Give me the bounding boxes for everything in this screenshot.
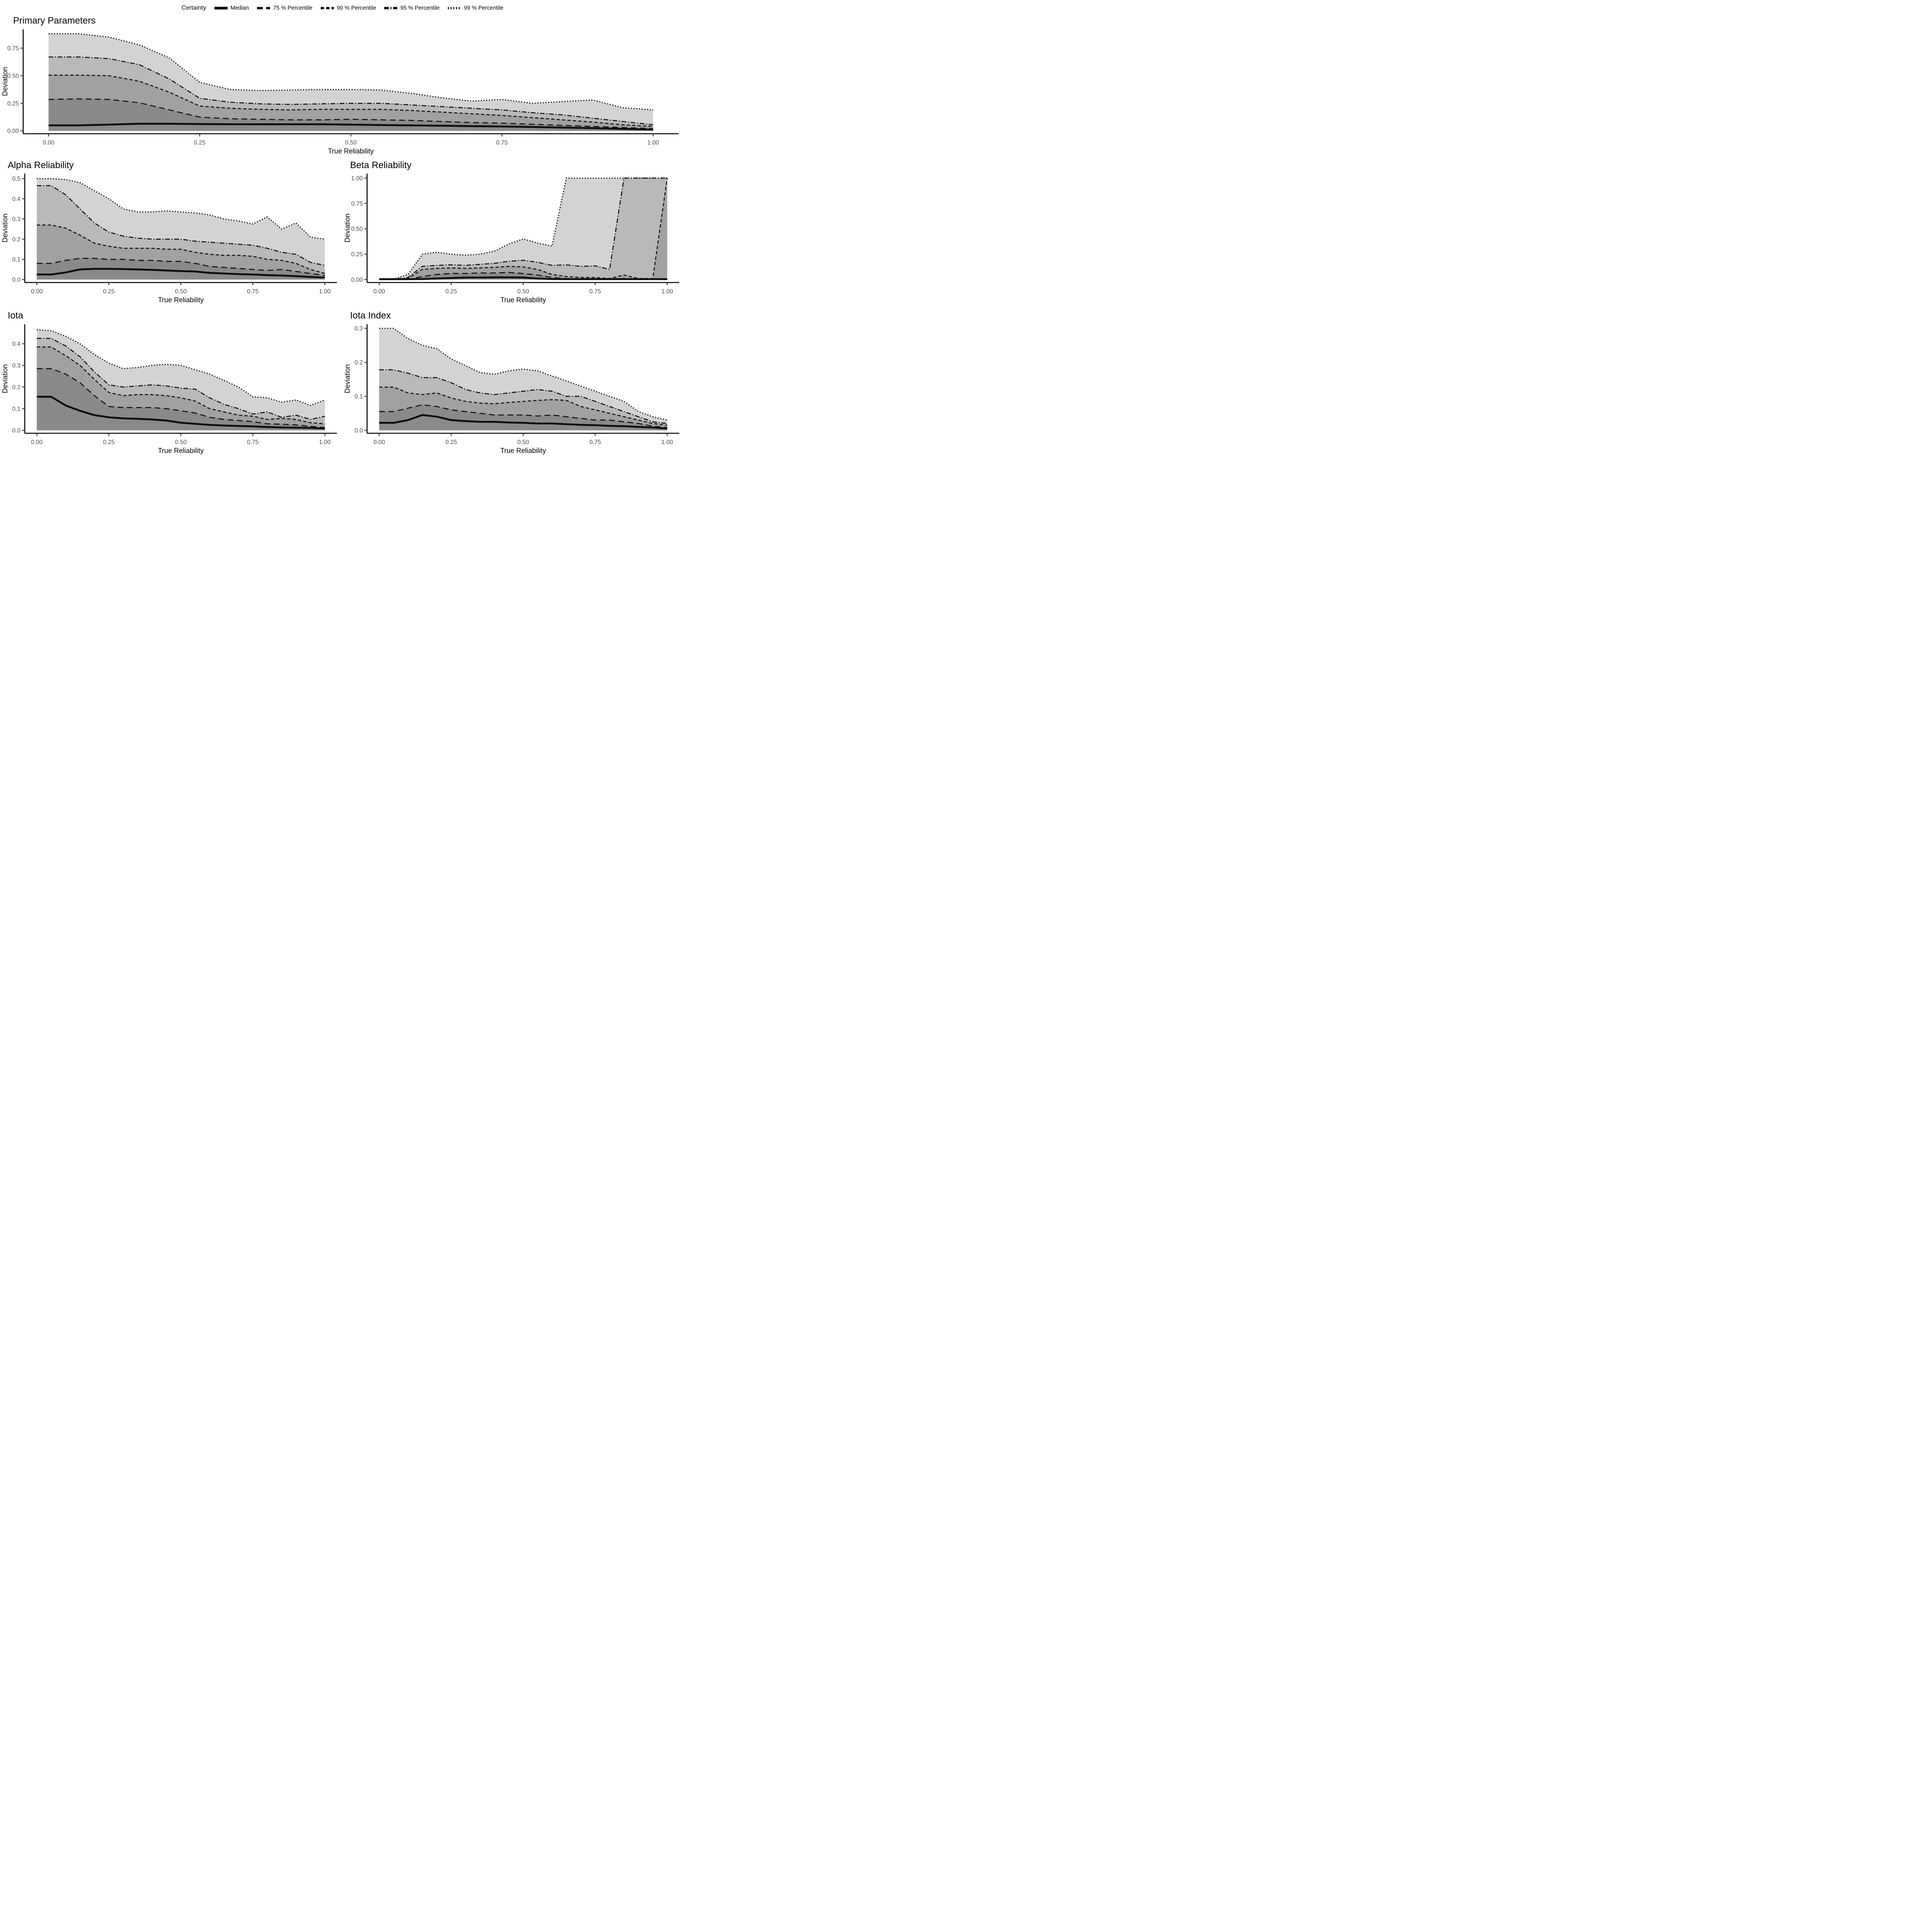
- svg-text:0.25: 0.25: [7, 100, 19, 107]
- svg-text:0.75: 0.75: [7, 45, 19, 52]
- svg-text:0.4: 0.4: [12, 341, 20, 347]
- svg-text:1.00: 1.00: [319, 439, 331, 446]
- iota-plot: 0.0 0.1 0.2 0.3 0.4 0.00 0.25 0.50 0.75 1.00 True …: [2, 324, 337, 455]
- svg-text:Deviation: Deviation: [2, 214, 9, 243]
- p90-line-key-icon: [320, 5, 334, 11]
- panel-title-beta-reliability: Beta Reliability: [350, 160, 412, 170]
- svg-text:0.50: 0.50: [517, 288, 529, 295]
- svg-text:0.4: 0.4: [12, 196, 20, 203]
- svg-text:0.1: 0.1: [354, 393, 363, 400]
- p99-line-key-icon: [447, 5, 461, 11]
- panel-primary-parameters: Primary Parameters 0.00 0.25 0.50 0.75 0.00 0…: [2, 15, 683, 156]
- svg-text:0.5: 0.5: [12, 176, 20, 182]
- svg-text:0.75: 0.75: [589, 439, 601, 446]
- svg-text:Deviation: Deviation: [2, 67, 9, 96]
- svg-text:1.00: 1.00: [662, 439, 673, 446]
- svg-text:0.75: 0.75: [247, 288, 259, 295]
- svg-text:0.00: 0.00: [31, 439, 43, 446]
- svg-text:0.50: 0.50: [175, 439, 187, 446]
- svg-text:Deviation: Deviation: [2, 364, 9, 393]
- legend-item-label: 75 % Percentile: [273, 5, 313, 11]
- svg-text:1.00: 1.00: [647, 140, 659, 146]
- panel-iota: Iota 0.0 0.1 0.2 0.3 0.4 0.00 0.25 0.50 0.75 1.00…: [2, 306, 341, 457]
- svg-text:0.75: 0.75: [247, 439, 259, 446]
- svg-text:0.0: 0.0: [12, 427, 20, 434]
- svg-text:0.25: 0.25: [446, 288, 457, 295]
- svg-text:0.50: 0.50: [7, 73, 19, 79]
- svg-text:0.50: 0.50: [175, 288, 187, 295]
- legend-item-label: 90 % Percentile: [337, 5, 376, 11]
- svg-text:0.25: 0.25: [103, 288, 115, 295]
- median-line-key-icon: [214, 5, 228, 11]
- svg-text:0.0: 0.0: [354, 427, 363, 434]
- svg-text:0.00: 0.00: [43, 140, 55, 146]
- svg-text:1.00: 1.00: [351, 175, 363, 182]
- svg-text:0.2: 0.2: [12, 384, 20, 391]
- legend-item-median: Median: [214, 5, 249, 11]
- panel-iota-index: Iota Index 0.0 0.1 0.2 0.3 0.00 0.25 0.50 0.75 1…: [344, 306, 683, 457]
- legend-title: Certainty: [181, 5, 206, 11]
- svg-text:1.00: 1.00: [662, 288, 673, 295]
- svg-text:0.00: 0.00: [373, 439, 385, 446]
- legend-item-label: Median: [230, 5, 249, 11]
- legend-item-p95: 95 % Percentile: [384, 5, 440, 11]
- svg-text:True Reliability: True Reliability: [500, 447, 546, 455]
- svg-text:0.00: 0.00: [351, 277, 363, 283]
- p95-line-key-icon: [384, 5, 398, 11]
- panel-beta-reliability: Beta Reliability 0.00 0.25 0.50 0.75 1.00 0.0…: [344, 156, 683, 307]
- svg-text:0.50: 0.50: [517, 439, 529, 446]
- svg-text:0.25: 0.25: [351, 251, 363, 258]
- svg-text:0.3: 0.3: [354, 325, 363, 332]
- beta-reliability-plot: 0.00 0.25 0.50 0.75 1.00 0.00 0.25 0.50 0.75 1.00…: [344, 174, 679, 304]
- svg-text:0.1: 0.1: [12, 406, 20, 412]
- panel-title-primary-parameters: Primary Parameters: [13, 15, 96, 26]
- svg-text:0.25: 0.25: [194, 140, 206, 146]
- svg-text:0.75: 0.75: [351, 201, 363, 207]
- svg-text:0.0: 0.0: [12, 277, 20, 283]
- svg-text:0.25: 0.25: [446, 439, 457, 446]
- svg-text:0.2: 0.2: [12, 237, 20, 243]
- svg-text:0.00: 0.00: [31, 288, 43, 295]
- svg-text:True Reliability: True Reliability: [158, 447, 204, 455]
- svg-text:Deviation: Deviation: [344, 364, 351, 393]
- svg-text:0.3: 0.3: [12, 363, 20, 369]
- svg-text:True Reliability: True Reliability: [500, 296, 546, 304]
- svg-text:0.25: 0.25: [103, 439, 115, 446]
- legend-item-p90: 90 % Percentile: [320, 5, 376, 11]
- panel-title-alpha-reliability: Alpha Reliability: [8, 160, 74, 170]
- svg-text:0.75: 0.75: [589, 288, 601, 295]
- svg-text:0.75: 0.75: [496, 140, 508, 146]
- panel-alpha-reliability: Alpha Reliability 0.0 0.1 0.2 0.3 0.4 0.5 0.00…: [2, 156, 341, 307]
- certainty-legend: Certainty Median 75 % Percentile 90 % Pe…: [2, 5, 683, 12]
- alpha-reliability-plot: 0.0 0.1 0.2 0.3 0.4 0.5 0.00 0.25 0.50 0.75 1.00 Tr…: [2, 174, 337, 304]
- legend-item-label: 99 % Percentile: [464, 5, 503, 11]
- svg-text:1.00: 1.00: [319, 288, 331, 295]
- svg-text:0.50: 0.50: [345, 140, 357, 146]
- svg-text:0.1: 0.1: [12, 257, 20, 263]
- svg-text:0.00: 0.00: [7, 128, 19, 134]
- svg-text:True Reliability: True Reliability: [158, 296, 204, 304]
- legend-item-label: 95 % Percentile: [400, 5, 440, 11]
- iota-index-plot: 0.0 0.1 0.2 0.3 0.00 0.25 0.50 0.75 1.00 True Rel…: [344, 324, 679, 455]
- legend-item-p75: 75 % Percentile: [257, 5, 313, 11]
- p75-line-key-icon: [257, 5, 270, 11]
- svg-text:0.2: 0.2: [354, 359, 363, 366]
- primary-parameters-plot: 0.00 0.25 0.50 0.75 0.00 0.25 0.50 0.75 1.00 True…: [2, 29, 679, 155]
- panel-title-iota-index: Iota Index: [350, 310, 391, 321]
- panel-title-iota: Iota: [8, 310, 24, 321]
- svg-text:0.3: 0.3: [12, 216, 20, 223]
- svg-text:True Reliability: True Reliability: [328, 147, 374, 155]
- svg-text:0.50: 0.50: [351, 226, 363, 233]
- svg-text:Deviation: Deviation: [344, 214, 351, 243]
- svg-text:0.00: 0.00: [373, 288, 385, 295]
- page-root: Certainty Median 75 % Percentile 90 % Pe…: [0, 0, 685, 461]
- legend-item-p99: 99 % Percentile: [447, 5, 503, 11]
